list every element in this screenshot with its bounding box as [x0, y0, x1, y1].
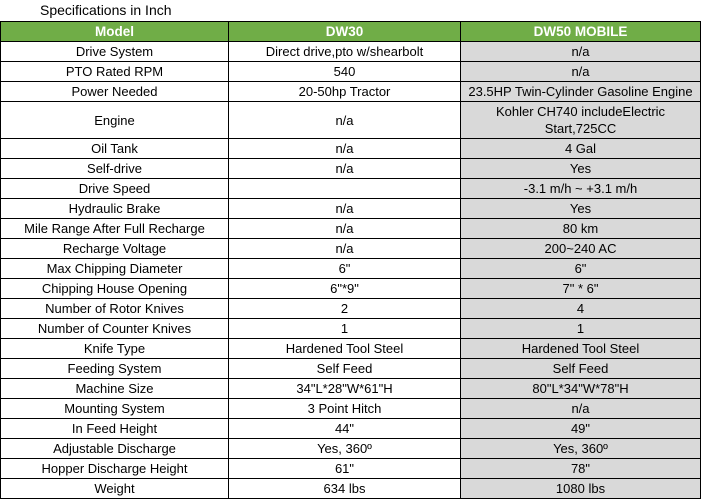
table-row: In Feed Height 44" 49"	[0, 418, 701, 439]
spec-label-cell: Power Needed	[0, 81, 229, 102]
spec-value-cell: 61"	[228, 458, 461, 479]
spec-value-cell: 4	[460, 298, 701, 319]
spec-value-cell: n/a	[228, 158, 461, 179]
spec-value-cell: 6"*9"	[228, 278, 461, 299]
spec-value-cell: 23.5HP Twin-Cylinder Gasoline Engine	[460, 81, 701, 102]
spec-value-cell: n/a	[228, 238, 461, 259]
spec-value-cell: -3.1 m/h ~ +3.1 m/h	[460, 178, 701, 199]
spec-value-cell: 1	[460, 318, 701, 339]
table-row: Oil Tank n/a 4 Gal	[0, 138, 701, 159]
spec-label-cell: Mounting System	[0, 398, 229, 419]
spec-label-cell: Machine Size	[0, 378, 229, 399]
spec-value-cell: Hardened Tool Steel	[228, 338, 461, 359]
spec-label-cell: In Feed Height	[0, 418, 229, 439]
spec-label-cell: Number of Rotor Knives	[0, 298, 229, 319]
spec-value-cell: n/a	[228, 138, 461, 159]
page-title: Specifications in Inch	[40, 2, 172, 18]
spec-value-cell: 78"	[460, 458, 701, 479]
spec-label-cell: Mile Range After Full Recharge	[0, 218, 229, 239]
spec-value-cell: 34"L*28"W*61"H	[228, 378, 461, 399]
spec-label-cell: Feeding System	[0, 358, 229, 379]
spec-value-cell: 1	[228, 318, 461, 339]
spec-label-cell: Max Chipping Diameter	[0, 258, 229, 279]
spec-value-cell: 634 lbs	[228, 478, 461, 499]
spec-value-cell: n/a	[460, 398, 701, 419]
spec-value-cell: 1080 lbs	[460, 478, 701, 499]
table-row: Max Chipping Diameter 6" 6"	[0, 258, 701, 279]
spec-label-cell: Number of Counter Knives	[0, 318, 229, 339]
table-row: Power Needed 20-50hp Tractor 23.5HP Twin-C…	[0, 81, 701, 102]
spec-value-cell: n/a	[228, 101, 461, 139]
table-row: Hopper Discharge Height 61" 78"	[0, 458, 701, 479]
spec-label-cell: Weight	[0, 478, 229, 499]
table-row: Number of Counter Knives 1 1	[0, 318, 701, 339]
spec-value-cell: n/a	[228, 198, 461, 219]
spec-label-cell: Chipping House Opening	[0, 278, 229, 299]
spec-value-cell: Self Feed	[460, 358, 701, 379]
spec-value-cell: n/a	[460, 41, 701, 62]
table-row: Knife Type Hardened Tool Steel Hardened To…	[0, 338, 701, 359]
spec-value-cell: n/a	[460, 61, 701, 82]
spec-label-cell: Hydraulic Brake	[0, 198, 229, 219]
spec-value-cell: 20-50hp Tractor	[228, 81, 461, 102]
table-row: Adjustable Discharge Yes, 360º Yes, 360º	[0, 438, 701, 459]
spec-label-cell: Self-drive	[0, 158, 229, 179]
spec-label-cell: Drive System	[0, 41, 229, 62]
table-row: Drive System Direct drive,pto w/shearbolt…	[0, 41, 701, 62]
spec-value-cell: Yes	[460, 198, 701, 219]
table-row: Weight 634 lbs 1080 lbs	[0, 478, 701, 499]
column-header-dw30: DW30	[228, 21, 461, 42]
spec-value-cell: 2	[228, 298, 461, 319]
spec-value-cell: 4 Gal	[460, 138, 701, 159]
table-row: Hydraulic Brake n/a Yes	[0, 198, 701, 219]
spec-value-cell: 3 Point Hitch	[228, 398, 461, 419]
table-row: Mounting System 3 Point Hitch n/a	[0, 398, 701, 419]
spec-value-cell: Yes, 360º	[460, 438, 701, 459]
spec-value-cell: 6"	[228, 258, 461, 279]
column-header-dw50-mobile: DW50 MOBILE	[460, 21, 701, 42]
spec-label-cell: Hopper Discharge Height	[0, 458, 229, 479]
spec-value-cell: 80 km	[460, 218, 701, 239]
spec-label-cell: Engine	[0, 101, 229, 139]
header-row: Model DW30 DW50 MOBILE	[0, 21, 701, 42]
table-row: Machine Size 34"L*28"W*61"H 80"L*34"W*78"H	[0, 378, 701, 399]
spec-value-cell: 49"	[460, 418, 701, 439]
table-row: Feeding System Self Feed Self Feed	[0, 358, 701, 379]
table-row: Self-drive n/a Yes	[0, 158, 701, 179]
spec-value-cell: 44"	[228, 418, 461, 439]
spec-label-cell: Adjustable Discharge	[0, 438, 229, 459]
spec-value-cell: Yes, 360º	[228, 438, 461, 459]
spec-value-cell: Yes	[460, 158, 701, 179]
spec-label-cell: Oil Tank	[0, 138, 229, 159]
table-row: PTO Rated RPM 540 n/a	[0, 61, 701, 82]
table-row: Mile Range After Full Recharge n/a 80 km	[0, 218, 701, 239]
spec-value-cell: Hardened Tool Steel	[460, 338, 701, 359]
spec-value-cell: 540	[228, 61, 461, 82]
spec-label-cell: Drive Speed	[0, 178, 229, 199]
spec-value-cell: 6"	[460, 258, 701, 279]
spec-value-cell	[228, 178, 461, 199]
spec-value-cell: Direct drive,pto w/shearbolt	[228, 41, 461, 62]
spec-label-cell: PTO Rated RPM	[0, 61, 229, 82]
specifications-table: Model DW30 DW50 MOBILE Drive System Direct …	[0, 21, 701, 499]
spec-value-cell: 80"L*34"W*78"H	[460, 378, 701, 399]
table-row: Engine n/a Kohler CH740 includeElectric St…	[0, 101, 701, 139]
spec-value-cell: Self Feed	[228, 358, 461, 379]
spec-label-cell: Knife Type	[0, 338, 229, 359]
spec-label-cell: Recharge Voltage	[0, 238, 229, 259]
table-row: Chipping House Opening 6"*9" 7" * 6"	[0, 278, 701, 299]
column-header-model: Model	[0, 21, 229, 42]
spec-value-cell: Kohler CH740 includeElectric Start,725CC	[460, 101, 701, 139]
spec-value-cell: n/a	[228, 218, 461, 239]
spec-value-cell: 7" * 6"	[460, 278, 701, 299]
table-row: Recharge Voltage n/a 200~240 AC	[0, 238, 701, 259]
table-row: Number of Rotor Knives 2 4	[0, 298, 701, 319]
table-row: Drive Speed -3.1 m/h ~ +3.1 m/h	[0, 178, 701, 199]
spec-value-cell: 200~240 AC	[460, 238, 701, 259]
